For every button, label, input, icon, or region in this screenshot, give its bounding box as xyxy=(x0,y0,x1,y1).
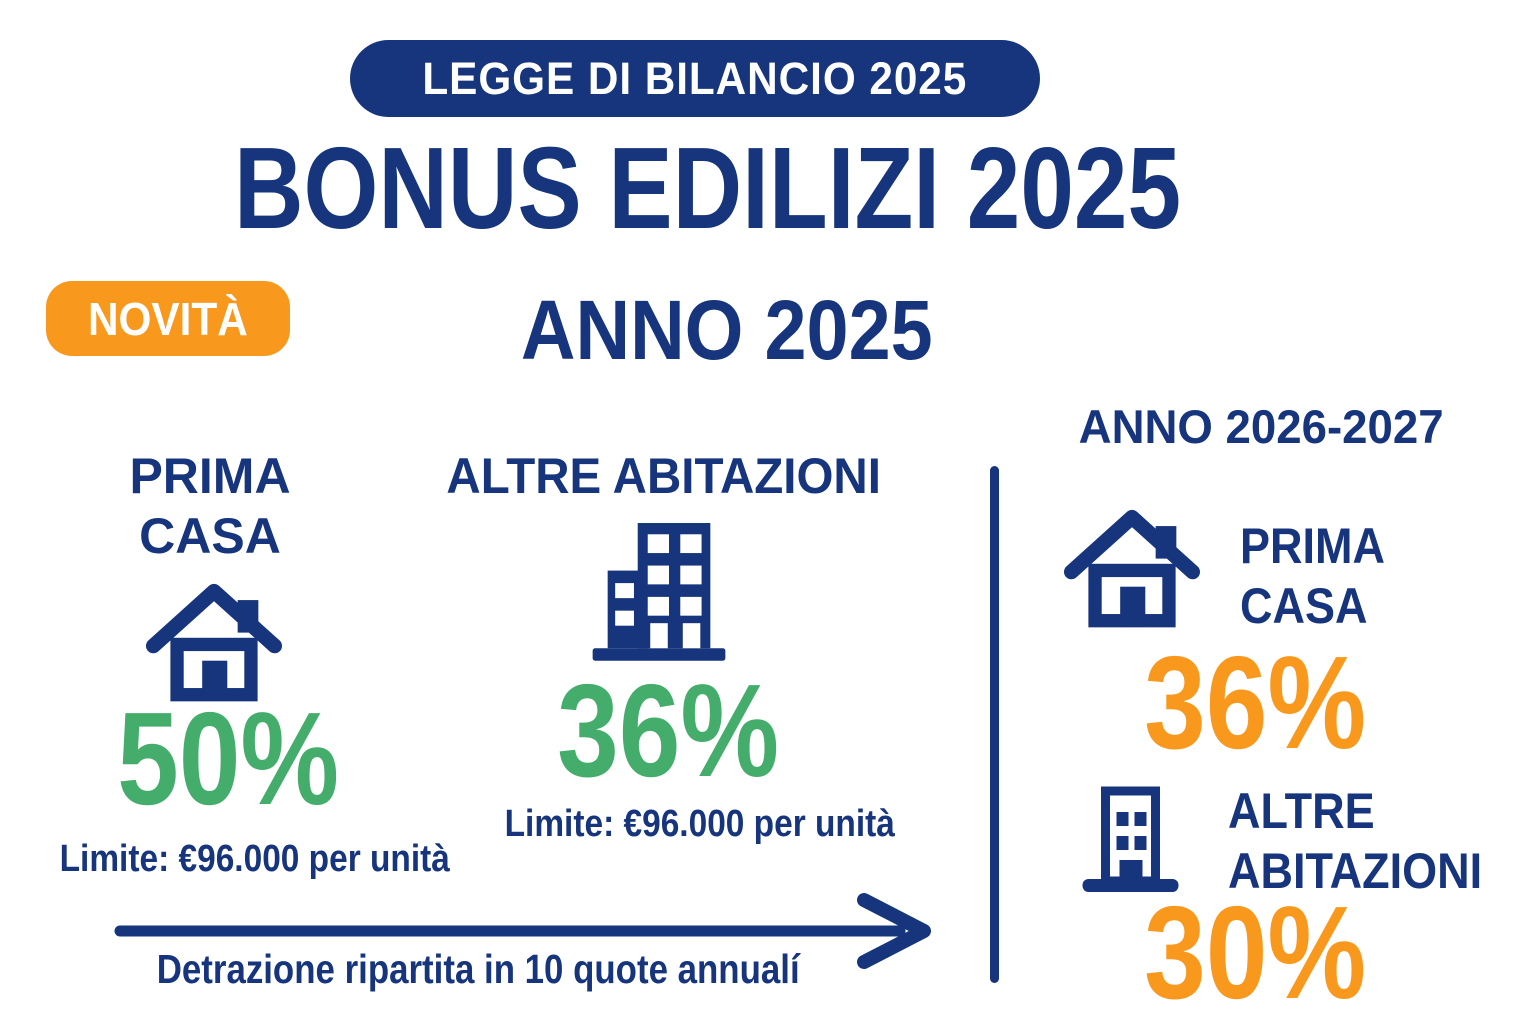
altre-abitazioni-2026-label: ALTRE ABITAZIONI xyxy=(1228,783,1483,899)
altre-abitazioni-2026-rate: 30% xyxy=(1144,879,1366,1024)
prima-casa-2026-rate: 36% xyxy=(1144,629,1366,776)
house-icon xyxy=(146,583,282,702)
altre-abitazioni-2025-label: ALTRE ABITAZIONI xyxy=(446,448,881,504)
page-title: BONUS EDILIZI 2025 xyxy=(233,123,1181,253)
novita-label: NOVITÀ xyxy=(88,292,248,345)
prima-casa-2025-rate: 50% xyxy=(117,685,339,832)
section-divider xyxy=(990,466,999,983)
arrow-right-icon xyxy=(114,893,931,969)
heading-anno-2026-2027: ANNO 2026-2027 xyxy=(1078,400,1444,453)
banner-label: LEGGE DI BILANCIO 2025 xyxy=(422,52,968,104)
banner-pill: LEGGE DI BILANCIO 2025 xyxy=(350,40,1040,117)
house-icon xyxy=(1064,509,1200,628)
novita-badge: NOVITÀ xyxy=(46,281,290,356)
apartment-building-icon xyxy=(592,523,726,661)
altre-abitazioni-2025-rate: 36% xyxy=(557,657,779,804)
altre-abitazioni-2025-limit: Limite: €96.000 per unità xyxy=(504,803,895,845)
small-building-icon xyxy=(1082,786,1179,892)
prima-casa-2026-label: PRIMA CASA xyxy=(1240,518,1385,634)
prima-casa-2025-label: PRIMA CASA xyxy=(129,448,291,564)
heading-anno-2025: ANNO 2025 xyxy=(521,283,933,377)
prima-casa-2025-limit: Limite: €96.000 per unità xyxy=(59,838,450,880)
footer-note: Detrazione ripartita in 10 quote annualí xyxy=(156,946,800,992)
